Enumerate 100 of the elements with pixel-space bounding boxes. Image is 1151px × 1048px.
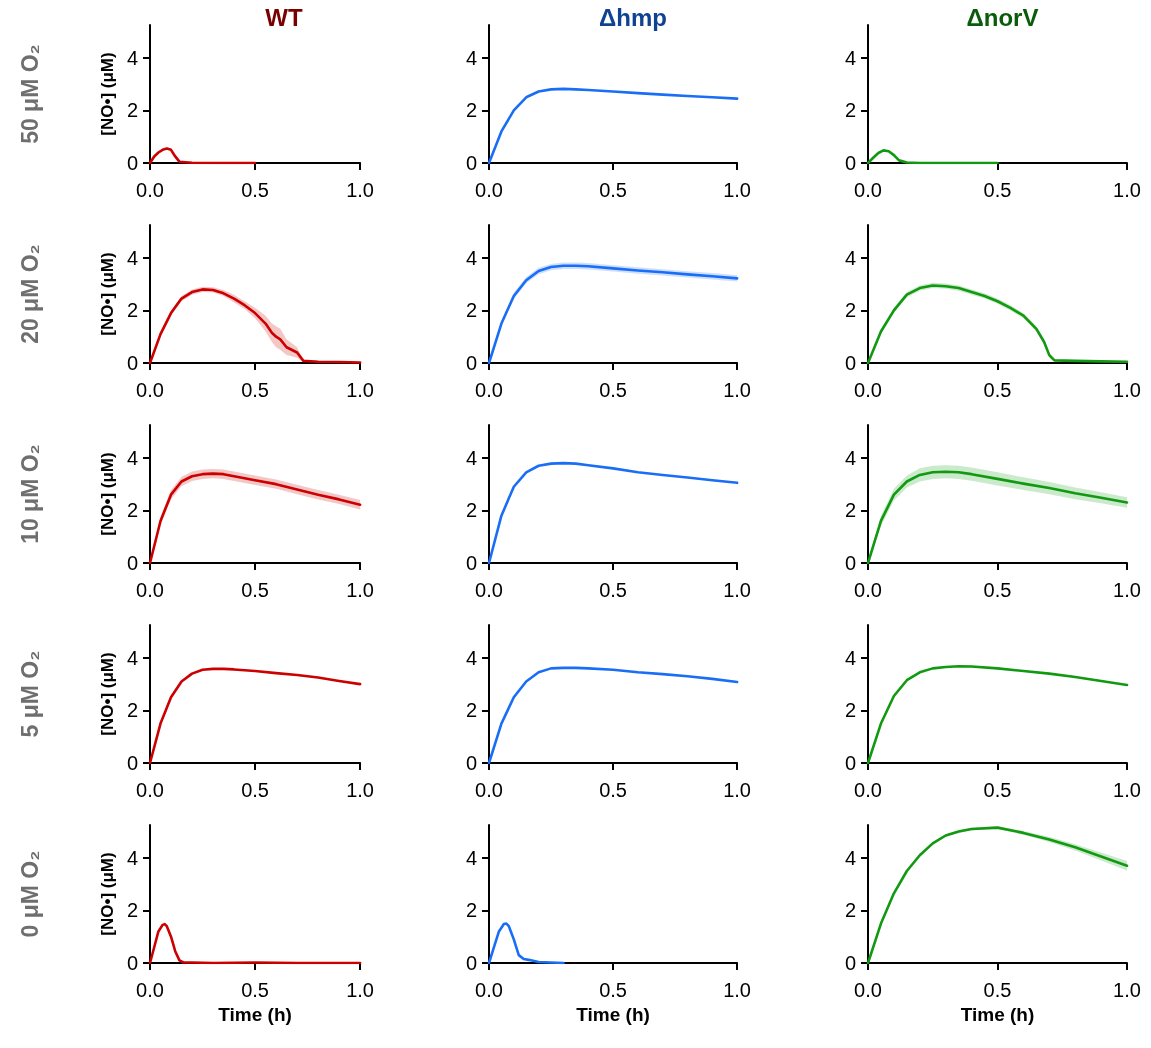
x-tick-label: 1.0 <box>346 179 374 201</box>
x-tick-label: 0.5 <box>983 579 1012 601</box>
y-tick-label: 2 <box>465 99 477 122</box>
y-axis-title: [NO•] (μM) <box>97 452 117 536</box>
y-tick-label: 4 <box>465 46 477 69</box>
x-tick-label: 1.0 <box>723 779 751 801</box>
y-tick-label: 0 <box>465 752 477 774</box>
y-tick-label: 0 <box>465 152 477 174</box>
x-tick-label: 0.0 <box>136 379 164 401</box>
y-tick-label: 2 <box>465 499 477 522</box>
x-tick-label: 1.0 <box>723 379 751 401</box>
y-tick-label: 0 <box>126 952 138 974</box>
x-tick-label: 0.0 <box>475 379 503 401</box>
y-axis-title: [NO•] (μM) <box>97 852 117 936</box>
x-tick-label: 0.0 <box>854 179 882 201</box>
y-axis-title: [NO•] (μM) <box>97 652 117 736</box>
x-tick-label: 1.0 <box>1113 179 1141 201</box>
y-tick-label: 4 <box>844 646 856 669</box>
y-tick-label: 2 <box>465 699 477 722</box>
y-tick-label: 0 <box>465 552 477 574</box>
x-tick-label: 0.5 <box>241 179 269 201</box>
text: 0 μM O₂ <box>17 850 43 938</box>
x-tick-label: 0.5 <box>983 779 1012 801</box>
text: 5 μM O₂ <box>17 650 43 738</box>
x-tick-label: 0.0 <box>136 579 164 601</box>
x-tick-label: 0.0 <box>854 979 882 1001</box>
text: 10 μM O₂ <box>17 444 43 544</box>
x-tick-label: 1.0 <box>1113 779 1141 801</box>
y-tick-label: 0 <box>465 352 477 374</box>
y-tick-label: 4 <box>126 46 138 69</box>
y-tick-label: 2 <box>844 899 856 922</box>
x-tick-label: 1.0 <box>1113 579 1141 601</box>
x-tick-label: 0.5 <box>599 579 627 601</box>
y-tick-label: 4 <box>465 846 477 869</box>
line-series <box>148 147 257 165</box>
y-tick-label: 0 <box>126 352 138 374</box>
y-tick-label: 0 <box>126 752 138 774</box>
x-tick-label: 0.5 <box>599 179 627 201</box>
x-axis-title: Time (h) <box>218 1004 292 1025</box>
y-tick-label: 2 <box>126 499 138 522</box>
y-tick-label: 2 <box>465 299 477 322</box>
line-series <box>866 149 999 165</box>
x-tick-label: 0.0 <box>475 579 503 601</box>
x-tick-label: 1.0 <box>723 579 751 601</box>
y-tick-label: 2 <box>844 299 856 322</box>
x-tick-label: 1.0 <box>346 779 374 801</box>
y-tick-label: 2 <box>126 699 138 722</box>
y-tick-label: 2 <box>126 299 138 322</box>
x-tick-label: 0.5 <box>983 379 1012 401</box>
y-tick-label: 0 <box>844 952 856 974</box>
text: 50 μM O₂ <box>17 44 43 144</box>
chart-title: WT <box>265 3 303 31</box>
x-tick-label: 0.5 <box>983 179 1012 201</box>
y-tick-label: 4 <box>126 646 138 669</box>
y-tick-label: 0 <box>844 752 856 774</box>
y-tick-label: 4 <box>126 446 138 469</box>
x-tick-label: 0.0 <box>475 779 503 801</box>
y-tick-label: 2 <box>465 899 477 922</box>
x-tick-label: 1.0 <box>346 579 374 601</box>
x-tick-label: 0.0 <box>854 779 882 801</box>
y-axis-title: [NO•] (μM) <box>97 52 117 136</box>
x-tick-label: 0.0 <box>475 179 503 201</box>
x-tick-label: 0.0 <box>136 779 164 801</box>
chart-title: ΔnorV <box>966 3 1039 31</box>
x-tick-label: 1.0 <box>346 979 374 1001</box>
x-tick-label: 1.0 <box>1113 379 1141 401</box>
y-tick-label: 4 <box>126 846 138 869</box>
y-axis-title: [NO•] (μM) <box>97 252 117 336</box>
y-tick-label: 0 <box>126 152 138 174</box>
y-tick-label: 4 <box>844 846 856 869</box>
x-tick-label: 0.5 <box>599 779 627 801</box>
y-tick-label: 0 <box>844 352 856 374</box>
x-tick-label: 1.0 <box>723 979 751 1001</box>
x-tick-label: 0.5 <box>241 979 269 1001</box>
x-axis-title: Time (h) <box>576 1004 650 1025</box>
y-tick-label: 0 <box>844 152 856 174</box>
x-tick-label: 0.5 <box>241 579 269 601</box>
x-tick-label: 0.0 <box>854 579 882 601</box>
y-tick-label: 4 <box>844 246 856 269</box>
y-tick-label: 0 <box>844 552 856 574</box>
x-tick-label: 0.5 <box>599 379 627 401</box>
x-tick-label: 1.0 <box>723 179 751 201</box>
chart-title: Δhmp <box>599 3 667 31</box>
x-tick-label: 0.0 <box>136 979 164 1001</box>
y-tick-label: 4 <box>465 246 477 269</box>
y-tick-label: 2 <box>844 699 856 722</box>
y-tick-label: 4 <box>126 246 138 269</box>
x-tick-label: 0.0 <box>854 379 882 401</box>
text: 20 μM O₂ <box>17 244 43 344</box>
y-tick-label: 2 <box>126 99 138 122</box>
x-axis-title: Time (h) <box>960 1004 1035 1025</box>
x-tick-label: 0.0 <box>136 179 164 201</box>
y-tick-label: 4 <box>844 46 856 69</box>
x-tick-label: 0.5 <box>241 379 269 401</box>
line-series <box>487 922 565 965</box>
x-tick-label: 1.0 <box>1113 979 1141 1001</box>
y-tick-label: 4 <box>465 646 477 669</box>
x-tick-label: 1.0 <box>346 379 374 401</box>
x-tick-label: 0.5 <box>599 979 627 1001</box>
y-tick-label: 2 <box>126 899 138 922</box>
